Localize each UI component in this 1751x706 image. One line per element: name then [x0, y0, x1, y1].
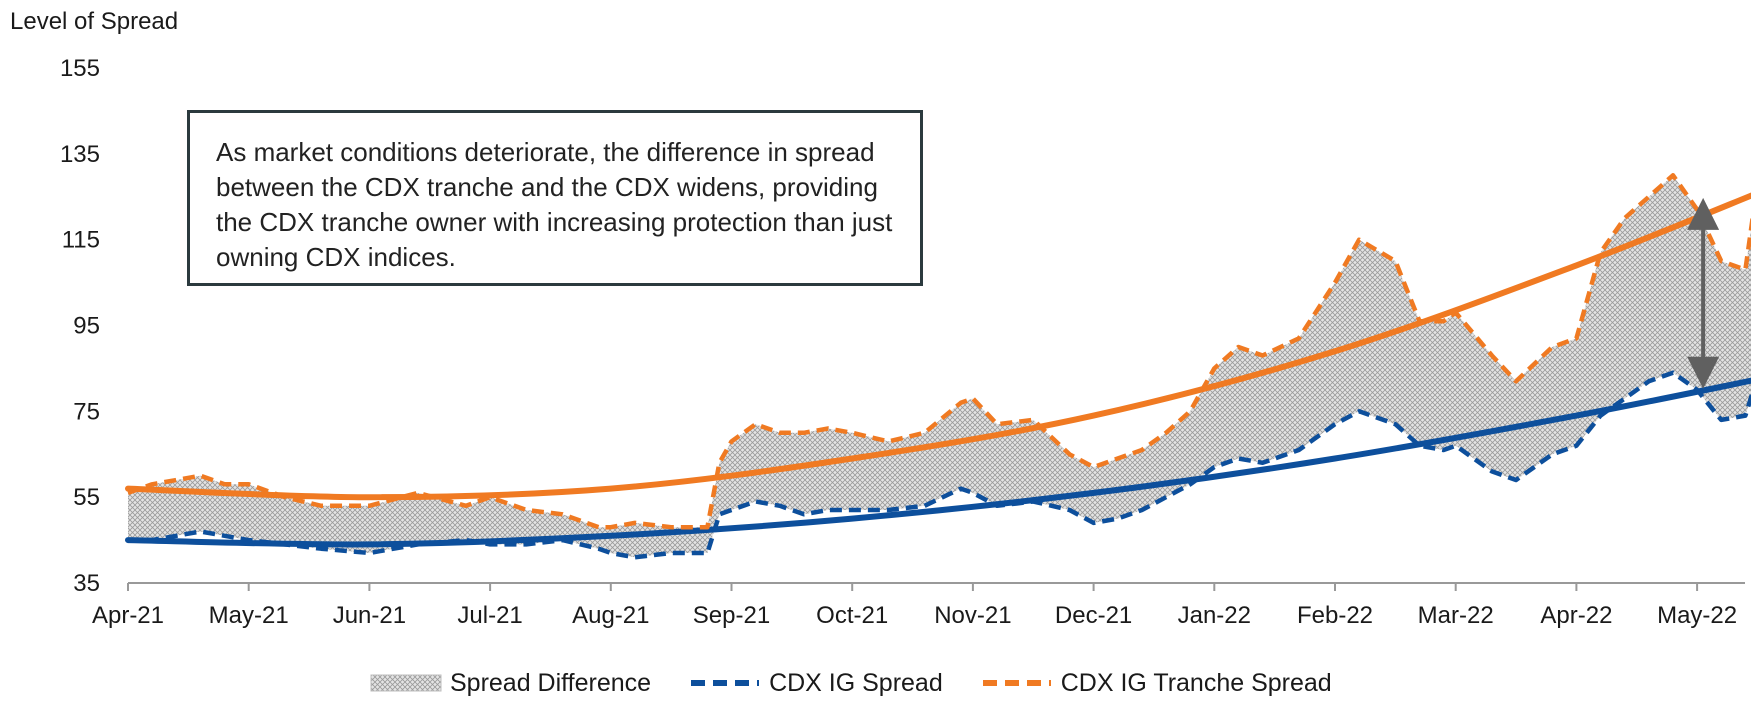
legend-swatch-cdx	[691, 680, 760, 686]
x-tick-label: Mar-22	[1418, 602, 1494, 629]
legend-swatch-tranche	[982, 680, 1051, 686]
axes: 35 55 75 95 115 135 155 Apr-21 May-21 Jun-21 Jul-2…	[60, 55, 1745, 629]
x-tick-label: May-22	[1657, 602, 1737, 629]
legend-item-cdx: CDX IG Spread	[689, 669, 943, 698]
cdx-trend-line	[125, 377, 1751, 548]
spread-difference-area	[128, 175, 1751, 558]
legend-label-tranche: CDX IG Tranche Spread	[1060, 668, 1332, 697]
y-axis-title: Level of Spread	[10, 8, 179, 35]
x-tick-label: Apr-22	[1540, 602, 1612, 629]
x-tick-label: Dec-21	[1055, 602, 1132, 629]
x-tick-label: Jul-21	[457, 602, 522, 629]
tranche-trend-line	[125, 192, 1751, 501]
tranche-series-line	[127, 173, 1751, 530]
y-tick-label: 35	[73, 570, 100, 597]
x-tick-label: Apr-21	[92, 602, 164, 629]
cdx-series-line	[128, 370, 1751, 560]
y-tick-label: 115	[62, 227, 100, 254]
x-tick-label: Jan-22	[1178, 602, 1251, 629]
x-tick-label: Sep-21	[693, 602, 770, 629]
y-tick-label: 95	[73, 313, 100, 340]
x-tick-label: Feb-22	[1297, 602, 1373, 629]
legend-swatch-spread-difference	[370, 674, 442, 692]
annotation-box: As market conditions deteriorate, the di…	[187, 110, 923, 286]
x-tick-label: May-21	[209, 602, 289, 629]
x-tick-label: Nov-21	[934, 602, 1011, 629]
legend-label-spread-difference: Spread Difference	[450, 668, 652, 697]
legend-item-tranche: CDX IG Tranche Spread	[981, 669, 1332, 698]
series-lines	[127, 173, 1751, 560]
legend-label-cdx: CDX IG Spread	[769, 668, 943, 697]
y-tick-label: 75	[73, 398, 100, 425]
trend-lines	[125, 192, 1751, 548]
y-tick-label: 55	[73, 484, 100, 511]
legend-item-spread-difference: Spread Difference	[370, 669, 651, 698]
spread-difference-fill	[128, 175, 1751, 558]
x-tick-label: Oct-21	[816, 602, 888, 629]
y-tick-label: 135	[60, 141, 100, 168]
x-tick-label: Aug-21	[572, 602, 649, 629]
legend: Spread Difference CDX IG Spread CDX IG T…	[370, 665, 1370, 701]
annotation-text: As market conditions deteriorate, the di…	[216, 137, 893, 272]
y-tick-label: 155	[60, 55, 100, 82]
x-tick-label: Jun-21	[333, 602, 406, 629]
